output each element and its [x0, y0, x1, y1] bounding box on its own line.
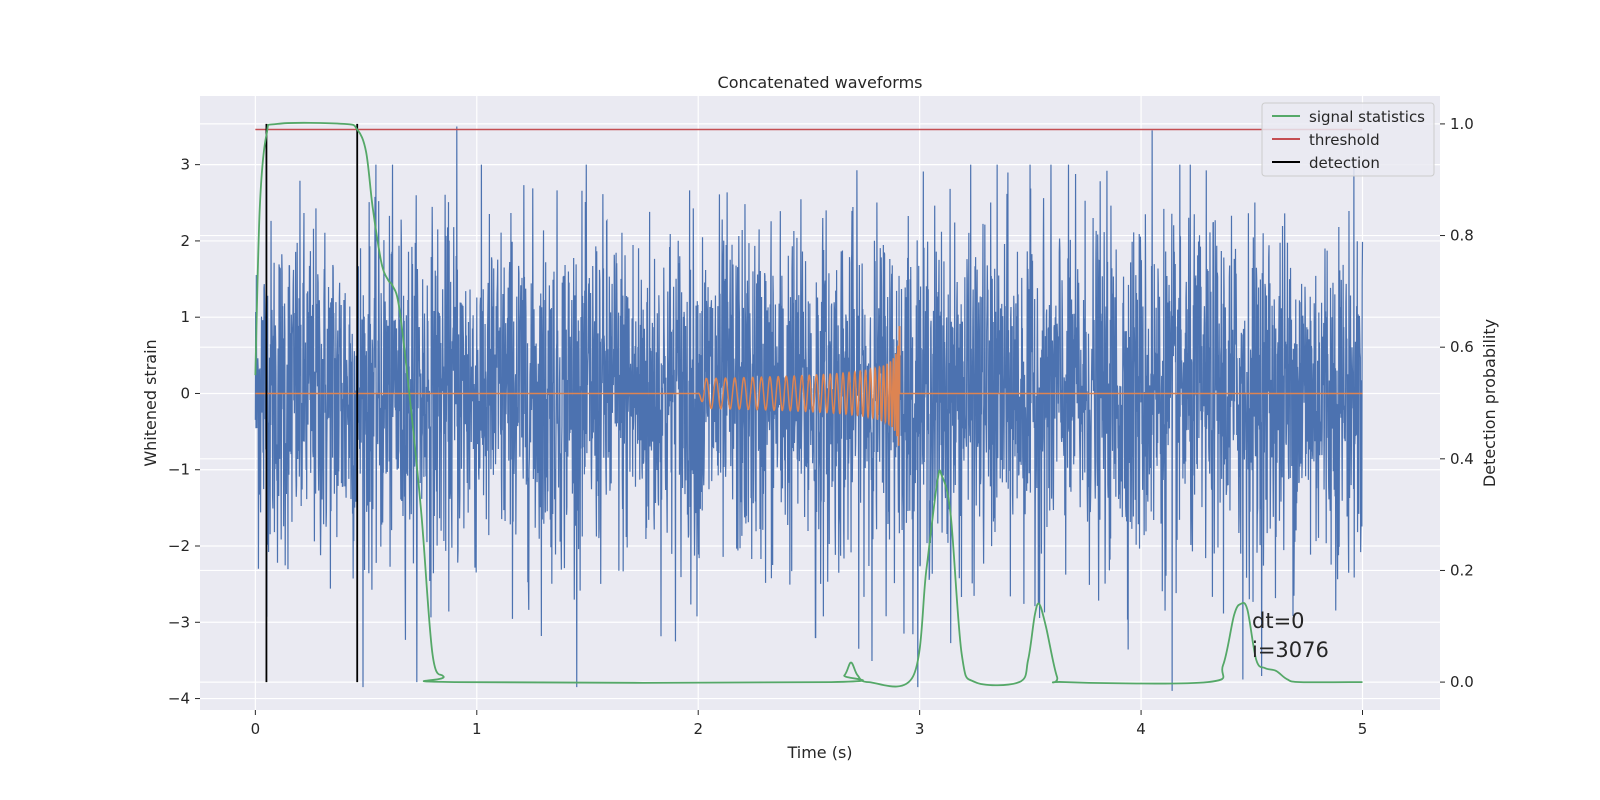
y2-tick-label: 0.8 — [1450, 227, 1474, 245]
annotation-dt: dt=0 — [1252, 609, 1305, 633]
x-axis-label: Time (s) — [786, 743, 852, 762]
x-tick-label: 5 — [1358, 720, 1368, 738]
series-layer — [254, 121, 1364, 691]
template-line — [255, 326, 1363, 446]
x-tick-label: 4 — [1136, 720, 1146, 738]
y2-tick-label: 0.0 — [1450, 673, 1474, 691]
legend: signal statistics threshold detection — [1261, 102, 1435, 177]
legend-label-threshold: threshold — [1309, 131, 1380, 149]
strain-line — [254, 126, 1364, 691]
y-tick-label: −1 — [168, 461, 190, 479]
chart-title: Concatenated waveforms — [718, 73, 923, 92]
annotation-index: i=3076 — [1252, 638, 1329, 662]
y2-axis-label: Detection probability — [1480, 319, 1499, 487]
y-tick-label: −4 — [168, 690, 190, 708]
legend-label-signal-statistics: signal statistics — [1309, 108, 1425, 126]
y-tick-label: 2 — [180, 232, 190, 250]
y2-tick-label: 0.6 — [1450, 338, 1474, 356]
x-tick-label: 1 — [472, 720, 482, 738]
x-tick-label: 3 — [915, 720, 925, 738]
legend-label-detection: detection — [1309, 154, 1380, 172]
ticks-layer: 0 1 2 3 4 5 −4 −3 −2 −1 0 1 2 3 0.0 0.2 0.4 0.6 0.8 1.0 — [168, 115, 1474, 738]
y-tick-label: −3 — [168, 613, 190, 631]
y-tick-label: 3 — [180, 156, 190, 174]
x-tick-label: 2 — [693, 720, 703, 738]
y-tick-label: 0 — [180, 384, 190, 402]
legend-box — [1261, 102, 1435, 177]
x-tick-label: 0 — [251, 720, 261, 738]
y-tick-label: −2 — [168, 537, 190, 555]
y-axis-label: Whitened strain — [141, 339, 160, 466]
y-tick-label: 1 — [180, 308, 190, 326]
y2-tick-label: 1.0 — [1450, 115, 1474, 133]
y2-tick-label: 0.2 — [1450, 561, 1474, 579]
signal-statistics-line — [254, 121, 1363, 688]
y2-tick-label: 0.4 — [1450, 450, 1474, 468]
